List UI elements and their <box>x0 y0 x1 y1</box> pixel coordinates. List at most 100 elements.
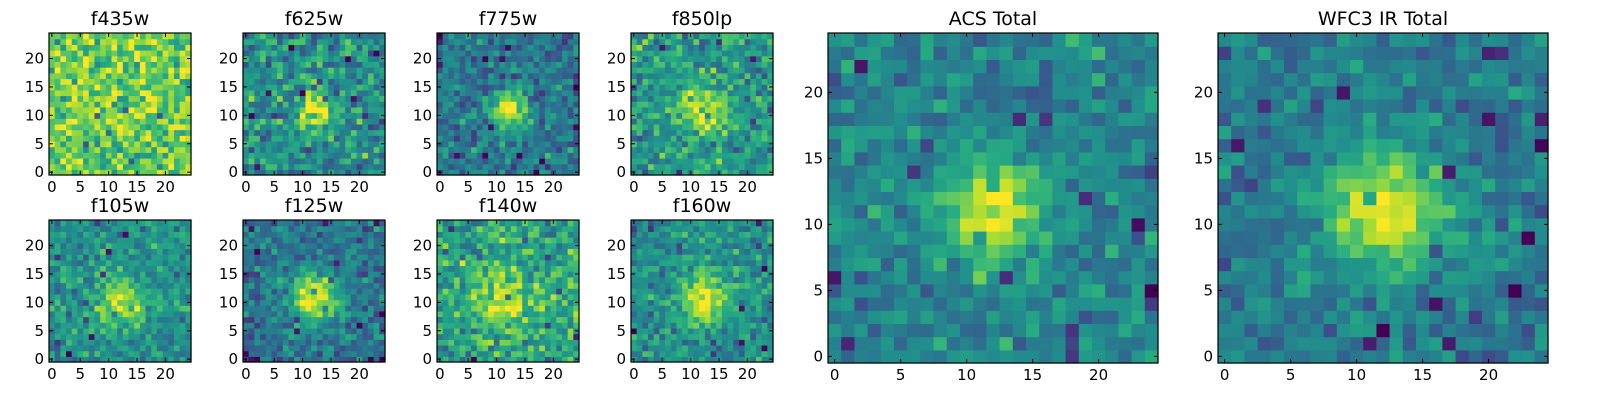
pixel-cell <box>567 282 574 289</box>
pixel-cell <box>727 327 734 335</box>
pixel-cell <box>117 305 124 312</box>
pixel-cell <box>721 322 729 329</box>
pixel-cell <box>71 344 78 352</box>
pixel-cell <box>333 276 341 284</box>
pixel-cell <box>699 67 706 74</box>
pixel-cell <box>83 265 90 272</box>
pixel-cell <box>311 38 318 45</box>
pixel-cell <box>465 344 472 352</box>
pixel-cell <box>60 225 67 232</box>
pixel-cell <box>60 356 67 363</box>
pixel-cell <box>527 248 535 255</box>
pixel-cell <box>631 276 638 284</box>
pixel-cell <box>128 106 135 114</box>
pixel-cell <box>699 276 706 284</box>
pixel-cell <box>556 135 563 142</box>
pixel-cell <box>687 316 695 323</box>
pixel-cell <box>721 72 729 80</box>
pixel-cell <box>527 33 535 40</box>
pixel-cell <box>83 118 90 125</box>
pixel-cell <box>505 101 512 108</box>
pixel-cell <box>66 106 73 114</box>
pixel-cell <box>71 67 78 74</box>
pixel-cell <box>533 118 540 125</box>
pixel-cell <box>328 50 335 57</box>
pixel-cell <box>516 129 523 136</box>
pixel-cell <box>505 146 512 153</box>
pixel-cell <box>704 152 712 159</box>
pixel-cell <box>77 95 84 102</box>
pixel-cell <box>254 310 261 318</box>
pixel-cell <box>128 140 135 148</box>
pixel-cell <box>550 231 557 238</box>
pixel-cell <box>493 265 501 272</box>
pixel-cell <box>488 89 495 97</box>
pixel-cell <box>510 140 518 148</box>
pixel-cell <box>83 299 90 306</box>
pixel-cell <box>454 327 461 335</box>
pixel-cell <box>362 293 369 301</box>
pixel-cell <box>88 231 96 238</box>
pixel-cell <box>94 38 101 45</box>
pixel-cell <box>471 333 478 340</box>
pixel-cell <box>134 310 141 318</box>
pixel-cell <box>254 259 261 267</box>
pixel-cell <box>687 310 695 318</box>
pixel-cell <box>471 67 478 74</box>
pixel-cell <box>260 118 267 125</box>
pixel-cell <box>653 288 660 295</box>
pixel-cell <box>527 163 535 170</box>
pixel-cell <box>145 242 152 249</box>
pixel-cell <box>282 339 290 346</box>
pixel-cell <box>94 333 101 340</box>
pixel-cell <box>379 333 386 340</box>
pixel-cell <box>648 282 655 289</box>
pixel-cell <box>448 157 455 165</box>
pixel-cell <box>670 293 678 301</box>
pixel-cell <box>49 44 56 51</box>
pixel-cell <box>767 310 774 318</box>
pixel-cell <box>111 248 118 255</box>
pixel-cell <box>704 101 712 108</box>
pixel-cell <box>573 129 580 136</box>
pixel-cell <box>448 38 455 45</box>
pixel-cell <box>277 333 284 340</box>
pixel-cell <box>117 44 124 51</box>
pixel-cell <box>533 288 540 295</box>
pixel-cell <box>699 112 706 119</box>
pixel-cell <box>767 322 774 329</box>
pixel-cell <box>88 225 96 232</box>
pixel-cell <box>510 350 518 357</box>
pixel-cell <box>738 327 746 335</box>
pixel-cell <box>271 84 278 91</box>
pixel-cell <box>282 305 290 312</box>
pixel-cell <box>561 350 569 357</box>
pixel-cell <box>305 146 312 153</box>
pixel-cell <box>642 169 649 176</box>
pixel-cell <box>716 299 723 306</box>
pixel-cell <box>556 220 563 227</box>
pixel-cell <box>738 276 746 284</box>
pixel-cell <box>761 112 768 119</box>
pixel-cell <box>648 84 655 91</box>
pixel-cell <box>168 123 175 131</box>
pixel-cell <box>561 254 569 261</box>
pixel-cell <box>111 242 118 249</box>
pixel-cell <box>437 225 444 232</box>
pixel-cell <box>693 282 700 289</box>
pixel-cell <box>755 299 763 306</box>
pixel-cell <box>265 259 272 267</box>
pixel-cell <box>750 89 757 97</box>
pixel-cell <box>550 72 557 80</box>
pixel-cell <box>379 78 386 85</box>
pixel-cell <box>659 129 666 136</box>
pixel-cell <box>567 50 574 57</box>
pixel-cell <box>88 288 96 295</box>
pixel-cell <box>704 339 712 346</box>
pixel-cell <box>573 305 580 312</box>
pixel-cell <box>642 106 649 114</box>
pixel-cell <box>305 157 312 165</box>
pixel-cell <box>345 344 352 352</box>
pixel-cell <box>676 106 683 114</box>
pixel-cell <box>77 44 84 51</box>
